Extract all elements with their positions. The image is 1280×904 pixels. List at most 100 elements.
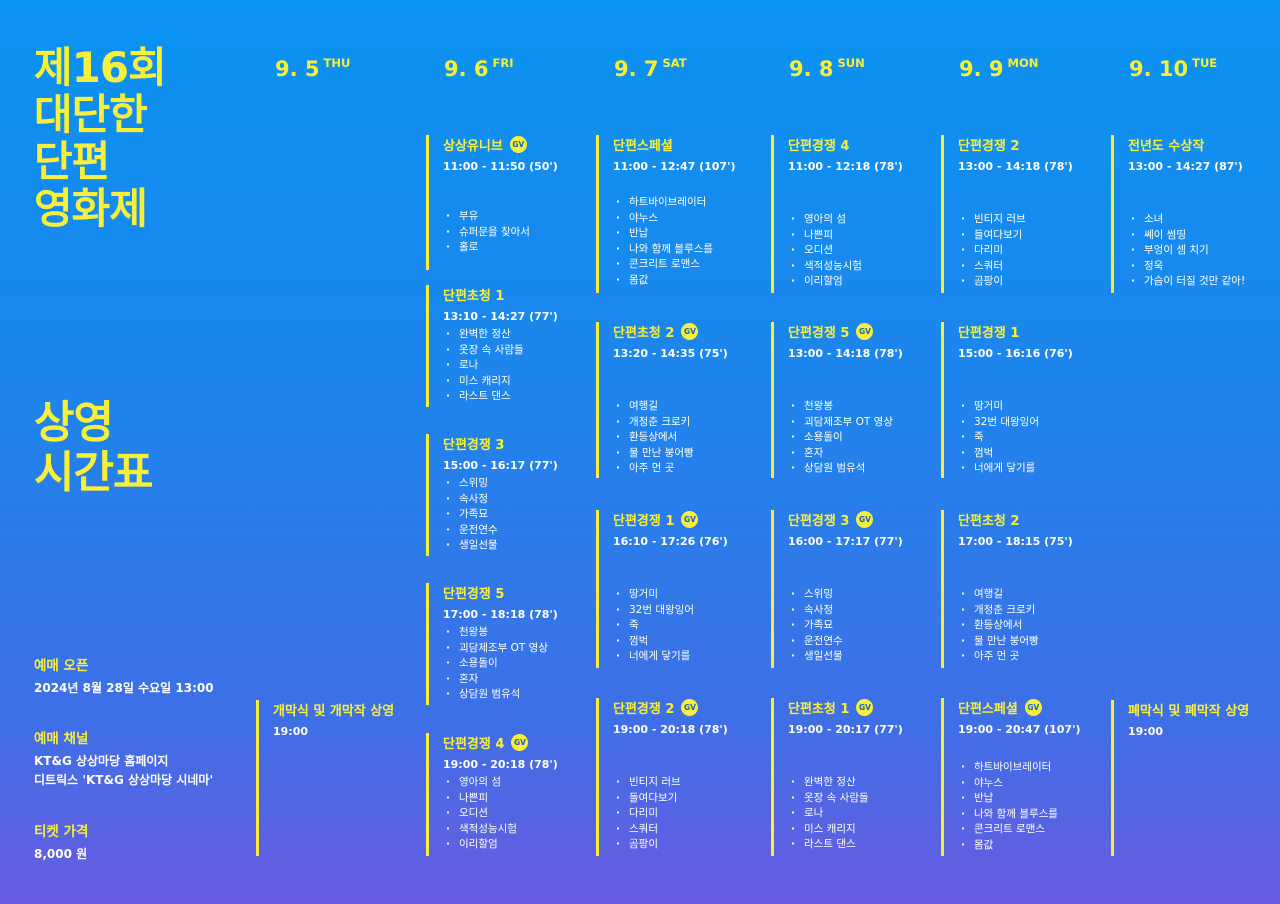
film-list: 영아의 섬나쁜피오디션색적성능시험이리할엄 xyxy=(791,212,862,290)
film-item: 아주 먼 곳 xyxy=(616,461,694,477)
day-of-week: MON xyxy=(1007,56,1039,70)
screening-time: 19:00 - 20:17 (77') xyxy=(788,723,903,736)
film-item: 여행길 xyxy=(616,399,694,415)
screening-title: 단편초청 2 GV xyxy=(613,322,761,341)
screening-time: 19:00 xyxy=(273,725,309,738)
film-item: 로나 xyxy=(791,806,869,822)
film-item: 물 만난 붕어빵 xyxy=(961,634,1039,650)
ticket-channel-info: 예매 채널 KT&G 상상마당 홈페이지 디트릭스 'KT&G 상상마당 시네마… xyxy=(34,727,213,790)
film-item: 곰팡이 xyxy=(961,274,1026,290)
film-item: 나쁜피 xyxy=(791,228,862,244)
screening-title-text: 단편경쟁 3 xyxy=(788,514,850,529)
schedule-title-line-1: 상영 xyxy=(34,397,114,448)
day-header-5: 9. 9 MON xyxy=(959,56,1038,81)
screening-title-text: 단편초청 1 xyxy=(788,702,850,717)
screening-title-text: 단편초청 2 xyxy=(613,326,675,341)
film-item: 가슴이 터질 것만 같아! xyxy=(1131,274,1245,290)
screening-title-text: 상상유니브 xyxy=(443,139,503,154)
day-header-2: 9. 6 FRI xyxy=(444,56,514,81)
film-list: 스위밍속사정가족묘운전연수생일선물 xyxy=(446,476,498,554)
film-item: 빈티지 러브 xyxy=(616,775,681,791)
film-list: 소녀쎄이 썸띵부엉이 셈 치기정욱가슴이 터질 것만 같아! xyxy=(1131,212,1245,290)
film-item: 영아의 섬 xyxy=(791,212,862,228)
film-item: 다리미 xyxy=(961,243,1026,259)
day-date: 9. 6 xyxy=(444,57,489,81)
film-item: 껌벅 xyxy=(616,634,694,650)
ticket-price-label: 티켓 가격 xyxy=(34,824,89,840)
film-item: 이리할엄 xyxy=(446,837,517,853)
film-list: 여행길개청춘 크로키환등상에서물 만난 붕어빵아주 먼 곳 xyxy=(961,587,1039,665)
day-of-week: SUN xyxy=(837,56,865,70)
day-of-week: THU xyxy=(323,56,351,70)
film-item: 혼자 xyxy=(791,446,893,462)
film-item: 몸값 xyxy=(616,273,713,289)
gv-badge: GV xyxy=(856,323,874,340)
screening-title: 단편경쟁 2 GV xyxy=(613,698,761,717)
film-item: 라스트 댄스 xyxy=(791,837,869,853)
film-item: 반납 xyxy=(616,226,713,242)
day-date: 9. 10 xyxy=(1129,57,1189,81)
screening-block: 단편경쟁 4 11:00 - 12:18 (78') 영아의 섬나쁜피오디션색적성능… xyxy=(771,135,936,293)
screening-block: 단편경쟁 3 GV 16:00 - 17:17 (77') 스위밍속사정가족묘운전연수… xyxy=(771,510,936,668)
film-item: 나와 함께 블루스를 xyxy=(961,807,1058,823)
gv-badge: GV xyxy=(1024,699,1042,716)
screening-title-text: 단편경쟁 3 xyxy=(443,438,505,453)
film-item: 오디션 xyxy=(446,806,517,822)
screening-block: 단편경쟁 5 17:00 - 18:18 (78') 천왕봉괴담제조부 OT 영상소… xyxy=(426,583,591,705)
film-item: 라스트 댄스 xyxy=(446,389,524,405)
screening-title: 단편경쟁 1 xyxy=(958,322,1106,341)
screening-time: 19:00 xyxy=(1128,725,1164,738)
screening-block: 단편경쟁 3 15:00 - 16:17 (77') 스위밍속사정가족묘운전연수생일… xyxy=(426,434,591,556)
film-item: 색적성능시험 xyxy=(446,822,517,838)
film-item: 소녀 xyxy=(1131,212,1245,228)
screening-block: 단편경쟁 2 13:00 - 14:18 (78') 빈티지 러브들여다보기다리미스… xyxy=(941,135,1106,293)
screening-title: 단편경쟁 4 xyxy=(788,135,936,154)
day-date: 9. 9 xyxy=(959,57,1004,81)
film-item: 하트바이브레이터 xyxy=(616,195,713,211)
screening-title-text: 단편경쟁 5 xyxy=(788,326,850,341)
film-item: 색적성능시험 xyxy=(791,259,862,275)
screening-title-text: 단편경쟁 5 xyxy=(443,587,505,602)
film-list: 빈티지 러브들여다보기다리미스쿼터곰팡이 xyxy=(961,212,1026,290)
film-list: 천왕봉괴담제조부 OT 영상소용돌이혼자상담원 범유석 xyxy=(791,399,893,477)
film-item: 홀로 xyxy=(446,240,530,256)
screening-block: 상상유니브 GV 11:00 - 11:50 (50') 부유슈퍼문을 찾아서홀로 xyxy=(426,135,591,270)
screening-time: 11:00 - 12:18 (78') xyxy=(788,160,903,173)
ticket-open-info: 예매 오픈 2024년 8월 28일 수요일 13:00 xyxy=(34,654,214,698)
screening-block: 단편경쟁 4 GV 19:00 - 20:18 (78') 영아의 섬나쁜피오디션색적… xyxy=(426,733,591,856)
screening-time: 17:00 - 18:18 (78') xyxy=(443,608,558,621)
screening-block: 개막식 및 개막작 상영 19:00 xyxy=(256,700,421,856)
gv-badge: GV xyxy=(681,323,699,340)
film-list: 빈티지 러브들여다보기다리미스쿼터곰팡이 xyxy=(616,775,681,853)
film-item: 스위밍 xyxy=(446,476,498,492)
screening-title: 단편초청 1 GV xyxy=(788,698,936,717)
film-item: 부유 xyxy=(446,209,530,225)
film-item: 완벽한 정산 xyxy=(446,327,524,343)
screening-block: 폐막식 및 폐막작 상영 19:00 xyxy=(1111,700,1276,856)
screening-block: 단편경쟁 2 GV 19:00 - 20:18 (78') 빈티지 러브들여다보기다리… xyxy=(596,698,761,856)
day-header-6: 9. 10 TUE xyxy=(1129,56,1217,81)
title-line-4: 영화제 xyxy=(34,184,148,233)
film-item: 너에게 닿기를 xyxy=(616,649,694,665)
screening-title-text: 단편경쟁 4 xyxy=(788,139,850,154)
film-item: 하트바이브레이터 xyxy=(961,760,1058,776)
screening-block: 단편초청 1 GV 19:00 - 20:17 (77') 완벽한 정산옷장 속 사람… xyxy=(771,698,936,856)
film-item: 땅거미 xyxy=(961,399,1039,415)
gv-badge: GV xyxy=(509,136,527,153)
film-item: 아주 먼 곳 xyxy=(961,649,1039,665)
screening-title-text: 단편초청 2 xyxy=(958,514,1020,529)
screening-title-text: 단편경쟁 2 xyxy=(958,139,1020,154)
screening-time: 11:00 - 11:50 (50') xyxy=(443,160,558,173)
film-item: 영아의 섬 xyxy=(446,775,517,791)
screening-title: 단편경쟁 5 GV xyxy=(788,322,936,341)
day-of-week: TUE xyxy=(1192,56,1218,70)
film-item: 개청춘 크로키 xyxy=(616,415,694,431)
screening-title: 전년도 수상작 xyxy=(1128,135,1276,154)
film-list: 하트바이브레이터야누스반납나와 함께 블루스를콘크리트 로맨스몸값 xyxy=(961,760,1058,854)
day-of-week: SAT xyxy=(662,56,687,70)
film-item: 슈퍼문을 찾아서 xyxy=(446,225,530,241)
film-item: 죽 xyxy=(961,430,1039,446)
screening-block: 단편경쟁 1 15:00 - 16:16 (76') 땅거미32번 대왕잉어죽껌벅너… xyxy=(941,322,1106,478)
ticket-channel-label: 예매 채널 xyxy=(34,731,89,747)
screening-block: 단편스페셜 GV 19:00 - 20:47 (107') 하트바이브레이터야누스반납… xyxy=(941,698,1106,856)
